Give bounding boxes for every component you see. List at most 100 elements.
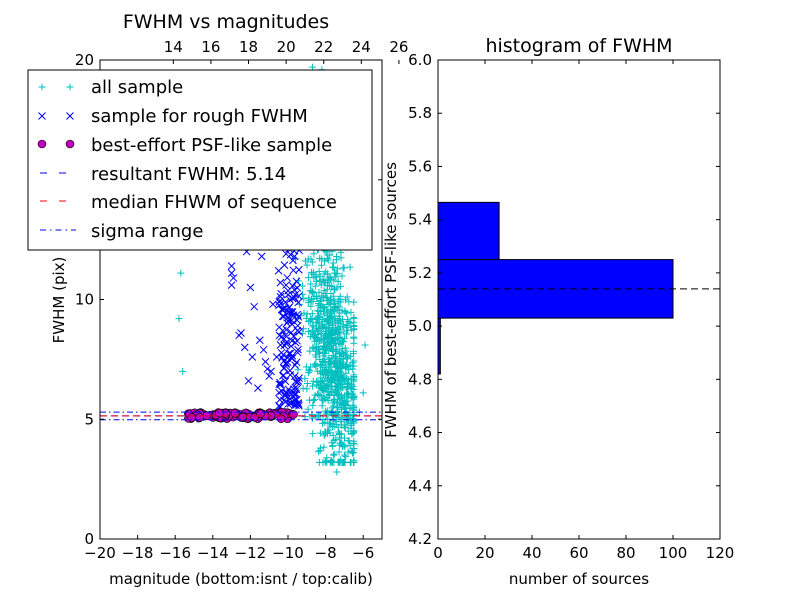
all-sample-point [346,263,354,271]
all-sample-point [318,316,326,324]
rough-sample-point [291,338,300,347]
rough-sample-point [235,331,243,340]
all-sample-point [338,405,346,413]
scatter-panel: −20−18−16−14−12−10−8−6051015201416182022… [27,11,408,588]
all-sample-point [343,330,351,338]
all-sample-point [329,442,337,450]
y-tick-label: 5.2 [408,264,432,282]
all-sample-point [350,372,358,380]
all-sample-point [337,439,345,447]
rough-sample-point [240,343,249,352]
histogram-ticks: 0 20 40 60 80 100 120 4.2 4.4 4.6 4.8 5.0 5.2 5.4 5.6 5… [408,51,734,562]
all-sample-point [175,315,183,323]
all-sample-point [306,333,314,341]
all-sample-point [313,277,321,285]
all-sample-point [329,345,337,353]
series-circle [183,407,298,424]
top-tick-label: 22 [314,38,333,56]
y-tick-label: 5.6 [408,157,432,175]
all-sample-point [309,401,317,409]
all-sample-point [304,405,312,413]
all-sample-point [338,364,346,372]
y-tick-label: 4.6 [408,424,432,442]
all-sample-point [348,430,356,438]
histogram-bar [438,201,500,261]
all-sample-point [310,397,318,405]
all-sample-point [336,292,344,300]
all-sample-point [332,436,340,444]
all-sample-point [333,468,341,476]
rough-sample-point [294,377,303,385]
all-sample-point [321,371,329,379]
rough-sample-point [275,380,284,389]
legend-marker [66,83,74,91]
all-sample-point [303,310,311,318]
all-sample-point [333,390,341,398]
all-sample-point [325,419,333,427]
all-sample-point [350,321,358,329]
all-sample-point [340,393,348,401]
rough-sample-point [254,384,262,392]
rough-sample-point [250,302,259,311]
legend-label-resultant-fwhm: resultant FWHM: 5.14 [91,164,286,185]
legend-label-psf-sample: best-effort PSF-like sample [91,135,332,156]
rough-sample-point [257,252,266,261]
all-sample-point [316,348,324,356]
all-sample-point [331,339,339,347]
all-sample-point [344,448,352,456]
all-sample-point [342,453,350,461]
series-plus [175,63,369,476]
all-sample-point [314,314,322,322]
all-sample-point [313,307,321,315]
all-sample-point [350,458,358,466]
rough-sample-point [284,286,292,295]
all-sample-point [341,307,349,315]
all-sample-point [319,386,327,394]
top-tick-label: 16 [201,38,220,56]
all-sample-point [341,334,349,342]
all-sample-point [308,270,316,278]
all-sample-point [326,251,334,259]
all-sample-point [333,334,341,342]
histogram-x-axis-label: number of sources [509,570,649,588]
all-sample-point [307,280,315,288]
rough-sample-point [290,293,299,302]
rough-sample-point [272,353,281,361]
y-tick-label: 5 [84,410,94,428]
all-sample-point [347,361,355,369]
rough-sample-point [275,388,283,397]
all-sample-point [312,362,320,370]
x-tick-label: 60 [569,544,588,562]
y-tick-label: 10 [75,291,94,309]
all-sample-point [333,253,341,261]
x-tick-label: 40 [522,544,541,562]
rough-sample-point [274,266,283,275]
histogram-bar [438,259,674,319]
all-sample-point [334,423,342,431]
rough-sample-point [286,349,295,358]
all-sample-point [339,320,347,328]
x-tick-label: −14 [197,544,229,562]
all-sample-point [319,349,327,357]
histogram-panel: 0 20 40 60 80 100 120 4.2 4.4 4.6 4.8 5.0 5.2 5.4 5.6 5… [382,35,734,588]
all-sample-point [317,281,325,289]
histogram-y-axis-label: FWHM of best-effort PSF-like sources [382,162,400,438]
all-sample-point [327,306,335,314]
all-sample-point [316,297,324,305]
all-sample-point [309,297,317,305]
psf-sample-point [187,413,196,422]
all-sample-point [350,357,358,365]
rough-sample-point [246,283,255,292]
all-sample-point [320,339,328,347]
rough-sample-point [287,328,296,337]
all-sample-point [311,282,319,290]
all-sample-point [316,447,324,455]
all-sample-point [343,351,351,359]
all-sample-point [302,314,310,322]
x-tick-label: 120 [706,544,735,562]
all-sample-point [318,402,326,410]
rough-sample-point [292,395,301,404]
all-sample-point [340,451,348,459]
all-sample-point [328,411,336,419]
legend-label-median-fwhm: median FHWM of sequence [91,192,337,213]
